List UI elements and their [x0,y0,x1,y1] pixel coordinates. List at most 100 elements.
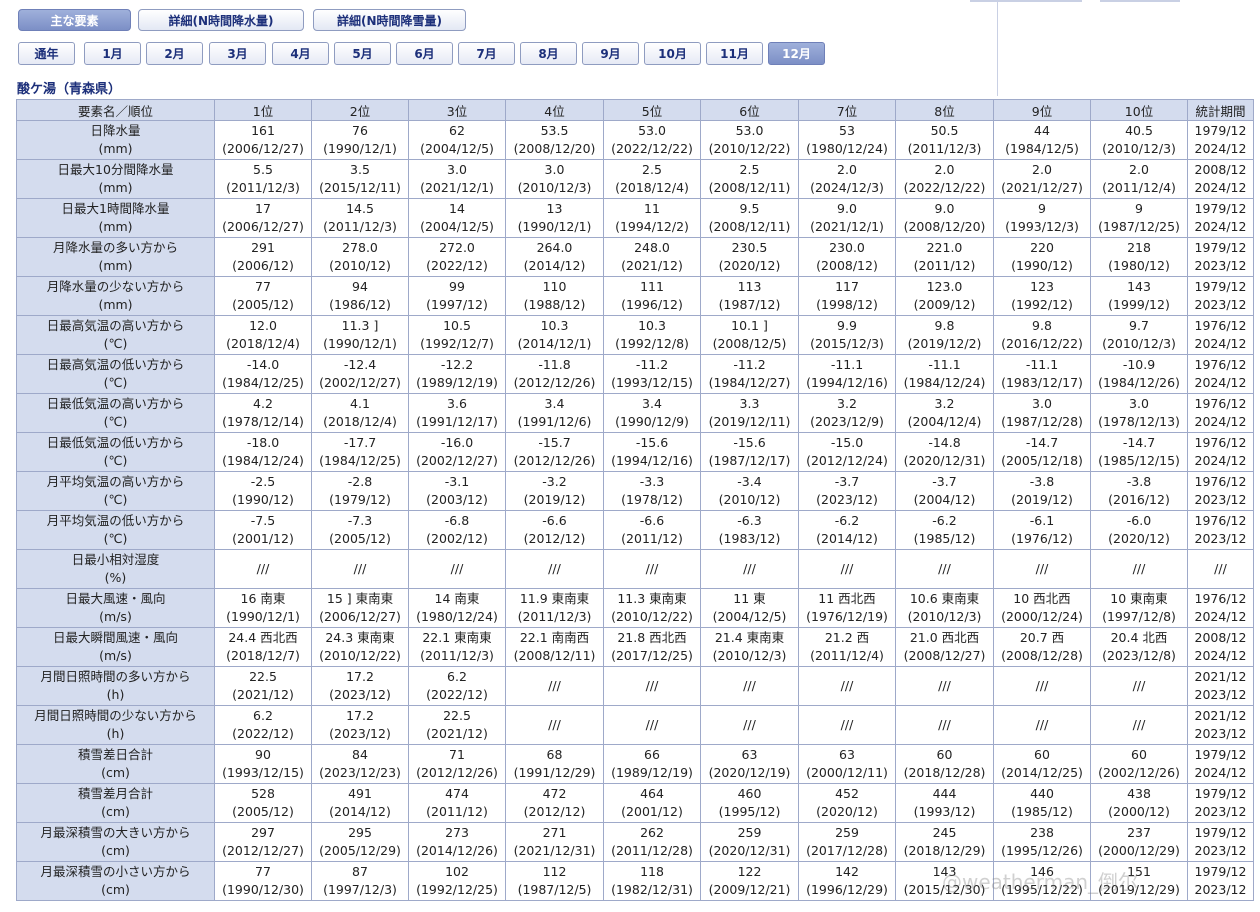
rank-cell: 221.0 (2011/12) [895,237,994,277]
month-button-annual[interactable]: 通年 [18,42,75,65]
header-rank-7: 7位 [798,99,896,121]
cell-date: (2002/12/27) [416,453,498,468]
cell-date: (1984/12/24) [222,453,304,468]
cell-value: 4.1 [350,396,370,411]
row-label: 月最深積雪の大きい方から (cm) [16,822,215,862]
rank-cell: 15 ] 東南東 (2006/12/27) [311,588,409,628]
rank-cell: 71 (2012/12/26) [408,744,506,784]
cell-value: 63 [741,747,758,762]
row-unit: (%) [104,570,127,585]
period-end: 2024/12 [1194,765,1247,780]
period-cell: 1979/12 2023/12 [1187,861,1254,901]
cell-date: (1990/12) [1011,258,1073,273]
rank-cell: 3.5 (2015/12/11) [311,159,409,199]
cell-value: /// [256,561,270,576]
header-rank-6: 6位 [700,99,799,121]
cell-value: 21.0 西北西 [909,630,980,645]
rank-cell: -6.2 (2014/12) [798,510,896,550]
cell-value: -3.3 [639,474,665,489]
cell-value: -14.7 [1025,435,1059,450]
rank-cell: 50.5 (2011/12/3) [895,120,994,160]
month-button-11[interactable]: 11月 [706,42,763,65]
row-element-name: 月最深積雪の大きい方から [40,825,191,840]
row-unit: (mm) [98,297,133,312]
cell-value: 14.5 [346,201,374,216]
cell-date: (2020/12/19) [708,765,791,780]
rank-cell: 9.9 (2015/12/3) [798,315,896,355]
month-button-7[interactable]: 7月 [458,42,515,65]
cell-value: 9 [1135,201,1143,216]
row-element-name: 日最低気温の高い方から [46,396,185,411]
cell-value: -16.0 [440,435,474,450]
cell-value: 2.0 [1129,162,1149,177]
rank-cell: 230.0 (2008/12) [798,237,896,277]
tab-detail-precipitation[interactable]: 詳細(N時間降水量) [138,9,304,31]
month-button-9[interactable]: 9月 [582,42,639,65]
cell-date: (2009/12/21) [708,882,791,897]
month-button-1[interactable]: 1月 [84,42,141,65]
cell-value: 123 [1030,279,1054,294]
cell-value: 10.5 [443,318,471,333]
cell-date: (2004/12) [913,492,976,507]
cell-date: (2022/12/22) [903,180,986,195]
cell-date: (1980/12) [1108,258,1170,273]
rank-cell: -6.2 (1985/12) [895,510,994,550]
cell-value: 5.5 [253,162,273,177]
cell-date: (1994/12/16) [611,453,693,468]
cell-value: 53.5 [540,123,569,138]
cell-date: (2012/12/27) [222,843,304,858]
rank-cell: /// [895,666,994,706]
cell-value: 22.5 [443,708,471,723]
cell-value: 11.3 ] [341,318,379,333]
cell-date: (2010/12) [718,492,781,507]
month-button-3[interactable]: 3月 [209,42,266,65]
cell-date: (1991/12/6) [517,414,592,429]
tab-detail-snowfall[interactable]: 詳細(N時間降雪量) [313,9,466,31]
cell-value: -6.6 [639,513,665,528]
rank-cell: 11 (1994/12/2) [603,198,701,238]
rank-cell: -7.3 (2005/12) [311,510,409,550]
cell-date: (2015/12/3) [810,336,884,351]
cell-value: 3.6 [447,396,467,411]
period-start: 1976/12 [1194,513,1247,528]
cell-date: (2022/12) [232,726,294,741]
month-button-10[interactable]: 10月 [644,42,701,65]
cell-date: (1998/12) [816,297,878,312]
rank-cell: 11 西北西 (1976/12/19) [798,588,896,628]
cell-value: /// [645,678,659,693]
cell-value: 21.4 東南東 [714,630,785,645]
rank-cell: 3.6 (1991/12/17) [408,393,506,433]
rank-cell: -3.4 (2010/12) [700,471,799,511]
month-button-2[interactable]: 2月 [146,42,203,65]
cell-date: (2008/12/20) [903,219,986,234]
rank-cell: 11 東 (2004/12/5) [700,588,799,628]
header-rank-2: 2位 [311,99,409,121]
month-button-8[interactable]: 8月 [520,42,577,65]
month-button-6[interactable]: 6月 [396,42,453,65]
cell-date: (1983/12/17) [1001,375,1083,390]
month-button-12[interactable]: 12月 [768,42,825,65]
cell-value: -3.8 [1029,474,1055,489]
row-unit: (℃) [103,414,128,429]
cell-value: 440 [1030,786,1054,801]
cell-date: (2018/12/4) [323,414,397,429]
cell-value: -6.0 [1126,513,1152,528]
tab-main-elements[interactable]: 主な要素 [18,9,131,31]
rank-cell: /// [700,666,799,706]
cell-date: (1987/12/28) [1001,414,1083,429]
table-row: 積雪差月合計 (cm) 528 (2005/12) 491 (2014/12) 474 (20… [16,783,1254,823]
rank-cell: 76 (1990/12/1) [311,120,409,160]
period-cell: 2021/12 2023/12 [1187,666,1254,706]
rank-cell: 10 西北西 (2000/12/24) [993,588,1091,628]
month-button-4[interactable]: 4月 [272,42,329,65]
row-label: 積雪差日合計 (cm) [16,744,215,784]
rank-cell: -11.2 (1993/12/15) [603,354,701,394]
table-row: 日最高気温の低い方から (℃) -14.0 (1984/12/25) -12.4 (200… [16,354,1254,394]
cell-date: (2018/12/4) [615,180,689,195]
cell-date: (2008/12/20) [513,141,596,156]
cell-value: 63 [839,747,855,762]
cell-date: (2023/12/23) [319,765,401,780]
month-button-5[interactable]: 5月 [334,42,391,65]
period-cell: 1979/12 2023/12 [1187,237,1254,277]
rank-cell: -3.7 (2023/12) [798,471,896,511]
